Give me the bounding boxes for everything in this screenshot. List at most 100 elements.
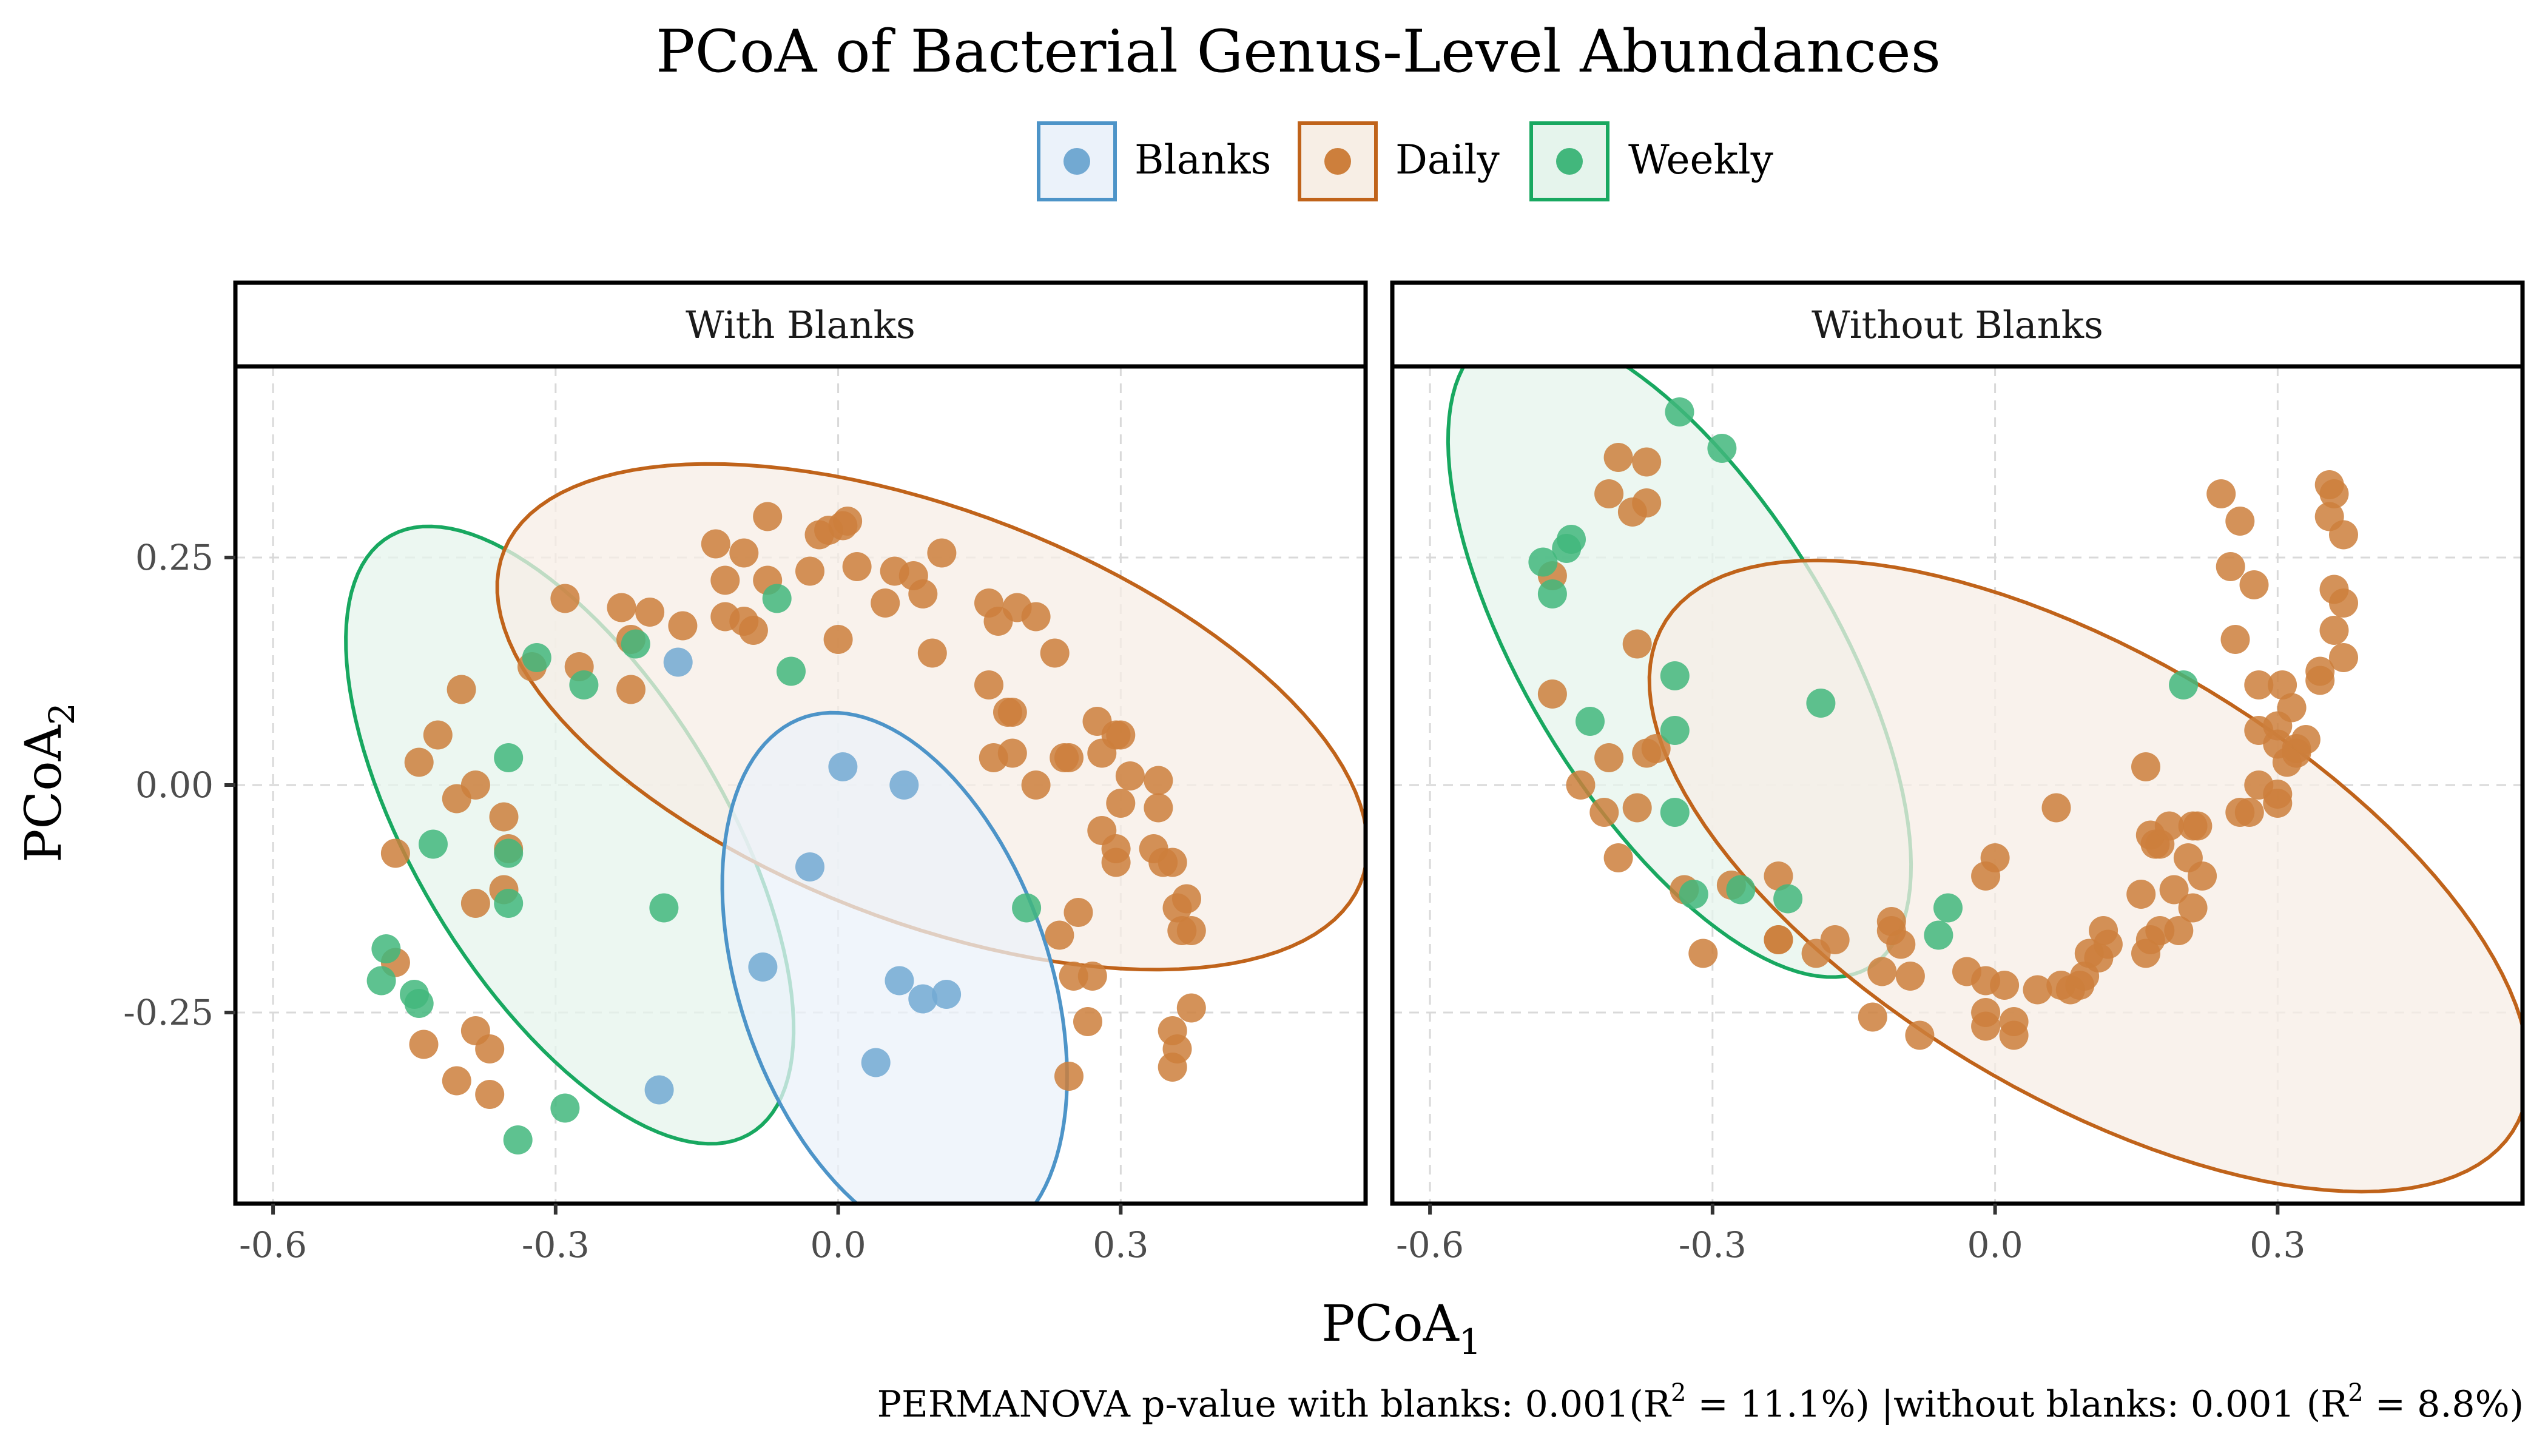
point-daily bbox=[2220, 625, 2250, 654]
point-daily bbox=[1101, 848, 1131, 877]
point-weekly bbox=[371, 934, 401, 963]
legend-point-icon bbox=[1556, 148, 1583, 175]
point-daily bbox=[1106, 720, 1136, 750]
point-weekly bbox=[503, 1125, 533, 1154]
point-daily bbox=[2329, 643, 2358, 672]
point-weekly bbox=[1528, 547, 1558, 577]
point-daily bbox=[2225, 507, 2255, 536]
point-daily bbox=[1867, 957, 1897, 986]
x-tick-label: 0.0 bbox=[1967, 1224, 2023, 1266]
point-daily bbox=[2041, 793, 2071, 823]
point-daily bbox=[2183, 811, 2213, 841]
point-daily bbox=[1077, 962, 1107, 991]
point-daily bbox=[1158, 848, 1187, 877]
point-daily bbox=[489, 802, 519, 832]
point-weekly bbox=[1552, 534, 1582, 563]
point-weekly bbox=[1660, 716, 1690, 745]
y-axis-title: PCoA2 bbox=[15, 703, 83, 862]
point-daily bbox=[1040, 638, 1070, 668]
caption-mid: = 11.1%) |without blanks: 0.001 (R bbox=[1686, 1383, 2349, 1426]
point-weekly bbox=[1924, 920, 1953, 950]
point-blanks bbox=[663, 647, 693, 677]
facet-strip bbox=[233, 280, 1368, 369]
legend: Blanks Daily Weekly bbox=[1037, 121, 1774, 201]
point-daily bbox=[795, 556, 824, 586]
point-daily bbox=[1886, 929, 1916, 959]
point-weekly bbox=[419, 829, 448, 859]
y-tick-label: -0.25 bbox=[123, 992, 214, 1033]
point-daily bbox=[460, 770, 490, 800]
point-daily bbox=[447, 675, 476, 704]
point-daily bbox=[475, 1034, 505, 1063]
facet-strip-label: Without Blanks bbox=[1812, 303, 2103, 347]
x-tick-label: -0.3 bbox=[522, 1224, 590, 1266]
point-daily bbox=[1820, 925, 1850, 954]
x-axis-title-main: PCoA bbox=[1321, 1295, 1460, 1353]
legend-point-icon bbox=[1324, 148, 1351, 175]
point-daily bbox=[2131, 752, 2160, 781]
point-daily bbox=[2159, 875, 2189, 905]
point-daily bbox=[460, 889, 490, 918]
point-weekly bbox=[366, 966, 396, 996]
facet-strip bbox=[1390, 280, 2525, 369]
point-daily bbox=[1999, 1020, 2029, 1050]
point-weekly bbox=[1679, 880, 1708, 909]
point-daily bbox=[1858, 1002, 1887, 1032]
point-weekly bbox=[2169, 670, 2199, 699]
point-weekly bbox=[1660, 798, 1690, 827]
point-daily bbox=[2244, 670, 2274, 699]
point-daily bbox=[1594, 479, 1624, 508]
point-daily bbox=[2239, 570, 2269, 599]
point-daily bbox=[753, 502, 783, 531]
x-tick-label: -0.6 bbox=[239, 1224, 307, 1266]
point-daily bbox=[2319, 479, 2349, 508]
point-weekly bbox=[621, 629, 650, 659]
point-daily bbox=[1603, 843, 1633, 872]
point-blanks bbox=[889, 770, 919, 800]
point-daily bbox=[2126, 880, 2156, 909]
point-daily bbox=[908, 579, 938, 608]
point-weekly bbox=[1806, 689, 1836, 718]
y-axis-title-main: PCoA bbox=[15, 724, 73, 862]
point-daily bbox=[1764, 925, 1793, 954]
point-daily bbox=[871, 588, 900, 618]
point-daily bbox=[1176, 993, 1206, 1023]
point-daily bbox=[1021, 770, 1051, 800]
legend-label: Weekly bbox=[1628, 136, 1774, 183]
point-weekly bbox=[649, 893, 679, 923]
legend-item-weekly: Weekly bbox=[1529, 121, 1774, 201]
point-daily bbox=[729, 538, 759, 568]
point-daily bbox=[2277, 693, 2307, 723]
point-weekly bbox=[777, 656, 806, 686]
point-daily bbox=[635, 598, 665, 627]
x-tick-label: 0.3 bbox=[1093, 1224, 1148, 1266]
point-daily bbox=[2268, 670, 2297, 699]
point-weekly bbox=[1773, 884, 1803, 914]
y-axis-title-sub: 2 bbox=[41, 703, 83, 725]
point-daily bbox=[2089, 916, 2118, 945]
point-blanks bbox=[885, 966, 914, 996]
point-daily bbox=[2263, 789, 2293, 818]
point-daily bbox=[997, 698, 1027, 727]
point-weekly bbox=[404, 989, 434, 1018]
x-axis-title: PCoA1 bbox=[1321, 1295, 1481, 1363]
point-weekly bbox=[1012, 893, 1042, 923]
point-daily bbox=[1144, 793, 1173, 823]
chart-title: PCoA of Bacterial Genus-Level Abundances bbox=[656, 18, 1941, 86]
point-daily bbox=[1537, 679, 1567, 709]
point-daily bbox=[1589, 798, 1619, 827]
point-daily bbox=[701, 529, 730, 559]
point-daily bbox=[1622, 793, 1652, 823]
caption-suffix: = 8.8%) bbox=[2364, 1383, 2524, 1426]
point-weekly bbox=[569, 670, 599, 699]
point-weekly bbox=[494, 838, 524, 868]
point-blanks bbox=[861, 1048, 891, 1077]
panel-with-blanks: With Blanks -0.6 -0.3 0.0 0.3 -0.25 0.00 0.25 bbox=[123, 280, 1368, 1266]
point-daily bbox=[1603, 443, 1633, 472]
point-weekly bbox=[1537, 579, 1567, 608]
y-tick-label: 0.25 bbox=[135, 537, 214, 578]
point-weekly bbox=[1576, 707, 1605, 736]
point-daily bbox=[1895, 962, 1925, 991]
point-daily bbox=[2329, 588, 2358, 618]
point-daily bbox=[1971, 861, 2001, 891]
